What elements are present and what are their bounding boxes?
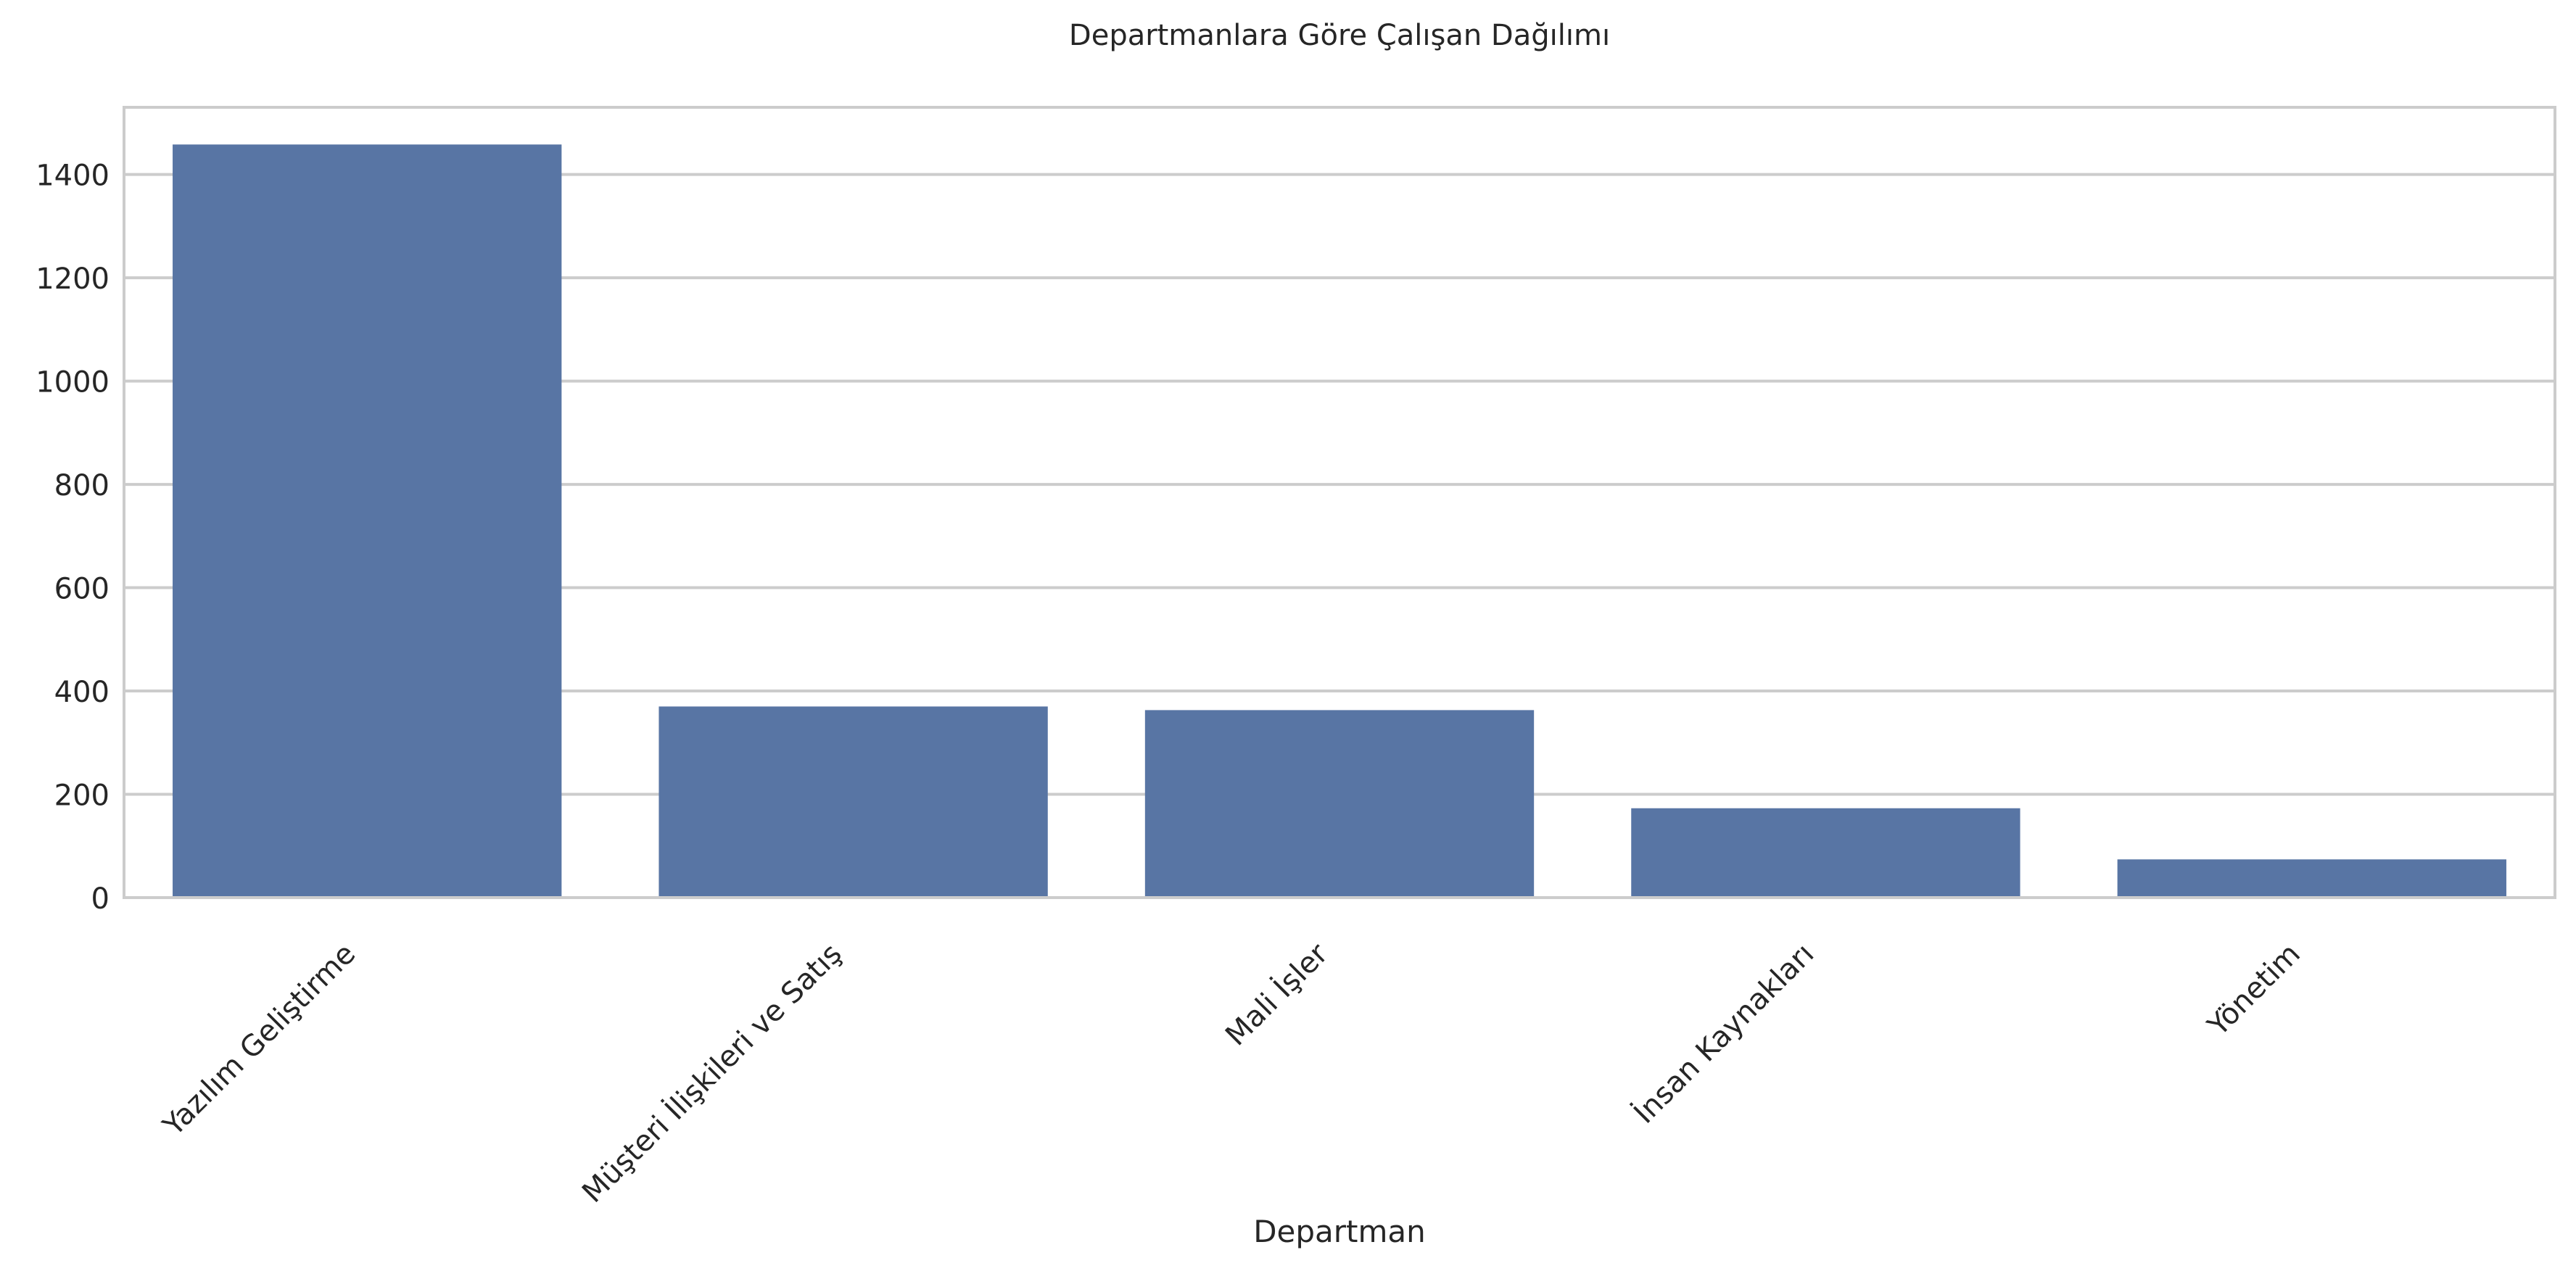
bar	[659, 706, 1048, 898]
y-tick-label: 600	[54, 573, 110, 606]
bars	[173, 144, 2506, 898]
y-tick-label: 1200	[36, 262, 110, 296]
y-tick-label: 400	[54, 676, 110, 709]
y-tick-label: 200	[54, 779, 110, 813]
bar	[1144, 710, 1535, 898]
y-tick-label: 800	[54, 469, 110, 502]
y-tick-label: 0	[91, 882, 110, 916]
bar	[2117, 859, 2506, 898]
chart-title: Departmanlara Göre Çalışan Dağılımı	[1069, 19, 1610, 52]
y-tick-label: 1000	[36, 366, 110, 399]
x-axis-label: Departman	[1253, 1214, 1426, 1249]
y-tick-label: 1400	[36, 160, 110, 193]
plot-frame	[123, 106, 2556, 899]
y-tick-labels: 0 200 400 600 800 1000 1200 1400	[36, 160, 110, 916]
bar	[1631, 808, 2020, 898]
bar	[173, 144, 562, 898]
